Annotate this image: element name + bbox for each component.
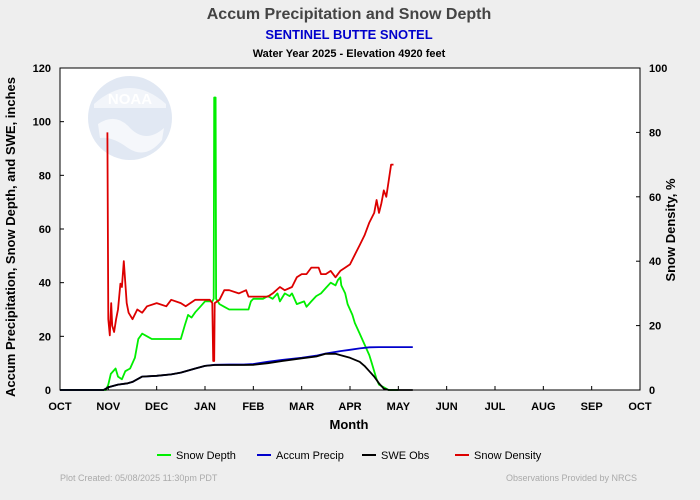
y2-tick-label: 100: [649, 63, 667, 75]
footer-plot-created: Plot Created: 05/08/2025 11:30pm PDT: [60, 473, 218, 483]
x-tick-label: OCT: [628, 401, 652, 413]
x-tick-label: MAY: [387, 401, 411, 413]
y-axis-title: Accum Precipitation, Snow Depth, and SWE…: [3, 77, 18, 397]
series-layer: [60, 96, 413, 391]
axes-layer: OCT NOV DEC JAN FEB MAR APR MAY JUN JUL AUG SEP OCT 0…: [33, 63, 668, 413]
chart-info: Water Year 2025 - Elevation 4920 feet: [253, 48, 446, 60]
legend-label: Accum Precip: [276, 450, 344, 462]
y-tick-label: 60: [39, 224, 51, 236]
x-tick-label: NOV: [96, 401, 121, 413]
x-tick-label: APR: [338, 401, 361, 413]
series-line-snow-depth: [60, 96, 399, 391]
noaa-logo-text: NOAA: [108, 91, 152, 108]
x-tick-label: SEP: [581, 401, 603, 413]
y-tick-label: 80: [39, 170, 51, 182]
x-axis-title: Month: [330, 417, 369, 432]
y-tick-label: 120: [33, 63, 51, 75]
y2-tick-label: 60: [649, 192, 661, 204]
y2-axis-title: Snow Density, %: [663, 178, 678, 281]
x-tick-label: FEB: [242, 401, 264, 413]
y2-tick-label: 20: [649, 321, 661, 333]
x-tick-label: DEC: [145, 401, 168, 413]
x-tick-label: JUN: [436, 401, 458, 413]
y-tick-label: 20: [39, 331, 51, 343]
x-tick-label: MAR: [289, 401, 314, 413]
legend-label: Snow Depth: [176, 450, 236, 462]
noaa-logo: NOAA: [88, 76, 172, 160]
y2-tick-label: 0: [649, 385, 655, 397]
legend-label: Snow Density: [474, 450, 542, 462]
footer-observations: Observations Provided by NRCS: [506, 473, 637, 483]
y-tick-label: 100: [33, 117, 51, 129]
y2-tick-label: 40: [649, 256, 661, 268]
chart-title: Accum Precipitation and Snow Depth: [207, 6, 491, 23]
series-line-swe-obs: [60, 352, 413, 391]
x-tick-label: JAN: [194, 401, 216, 413]
x-tick-label: AUG: [531, 401, 555, 413]
x-tick-label: OCT: [48, 401, 72, 413]
y-tick-label: 0: [45, 385, 51, 397]
x-tick-label: JUL: [485, 401, 506, 413]
legend: Snow Depth Accum Precip SWE Obs Snow Densit…: [157, 450, 542, 462]
legend-label: SWE Obs: [381, 450, 430, 462]
series-line-snow-density: [106, 132, 394, 362]
y2-tick-label: 80: [649, 127, 661, 139]
chart-subtitle: SENTINEL BUTTE SNOTEL: [265, 27, 432, 42]
y-tick-label: 40: [39, 278, 51, 290]
